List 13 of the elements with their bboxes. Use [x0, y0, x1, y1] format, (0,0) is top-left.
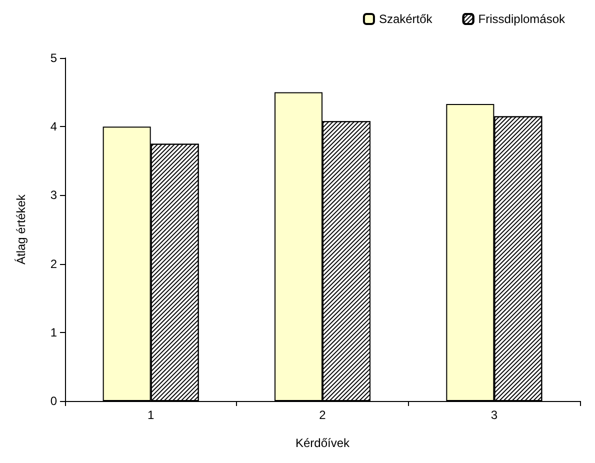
y-tick-label: 1 — [50, 325, 58, 340]
y-tick-label: 0 — [50, 394, 58, 408]
x-tick-label: 1 — [147, 408, 154, 422]
x-tick-label: 3 — [490, 408, 498, 422]
y-tick-label: 2 — [50, 256, 58, 271]
x-tick-label: 2 — [319, 408, 326, 422]
legend-label: Frissdiplomások — [478, 12, 566, 26]
y-tick-label: 3 — [50, 188, 58, 202]
legend-label: Szakértők — [378, 12, 434, 26]
y-axis-title: Átlag értékek — [14, 193, 28, 265]
y-tick-label: 4 — [50, 120, 58, 134]
y-tick-label: 5 — [50, 51, 58, 65]
x-axis-title: Kérdőívek — [295, 436, 351, 450]
